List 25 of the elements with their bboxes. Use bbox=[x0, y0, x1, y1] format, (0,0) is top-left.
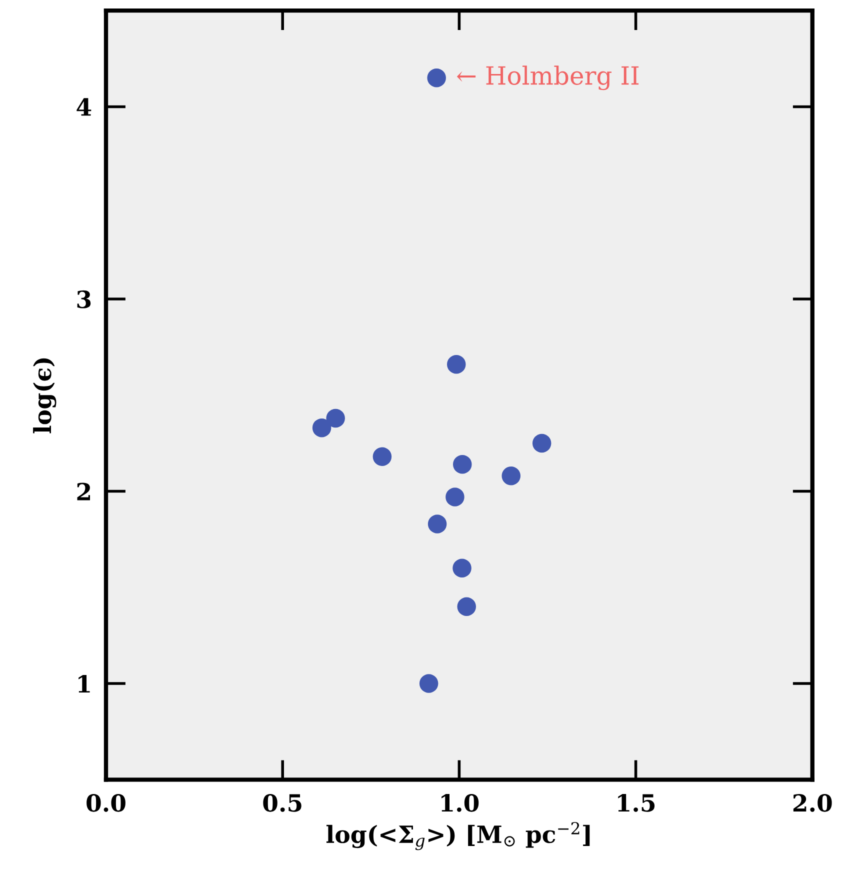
point bbox=[312, 418, 332, 438]
point bbox=[428, 514, 447, 534]
x-tick-label: 1.0 bbox=[442, 794, 479, 812]
annotation: ← Holmberg II bbox=[456, 66, 639, 90]
y-tick-label: 2 bbox=[77, 482, 90, 500]
point bbox=[502, 466, 520, 486]
point bbox=[326, 408, 345, 428]
x-tick-label: 1.5 bbox=[618, 794, 655, 812]
x-tick-label: 0.0 bbox=[86, 794, 126, 812]
x-axis-title: log(<Σ$_{g}$>) [M$_{⊙}$ pc$^{−2}$] bbox=[326, 822, 590, 850]
y-tick-label: 4 bbox=[76, 98, 92, 116]
point bbox=[457, 597, 476, 616]
point bbox=[419, 674, 438, 693]
point bbox=[427, 68, 446, 88]
point bbox=[532, 434, 552, 453]
x-tick-label: 0.5 bbox=[263, 794, 302, 812]
y-tick-label: 3 bbox=[77, 290, 91, 308]
point bbox=[452, 454, 472, 474]
point bbox=[446, 354, 466, 374]
point bbox=[372, 447, 392, 466]
x-tick-label: 2.0 bbox=[793, 794, 832, 812]
point bbox=[452, 558, 472, 578]
point bbox=[446, 488, 464, 506]
y-axis-title: log(ϵ) bbox=[33, 358, 56, 434]
y-tick-label: 1 bbox=[78, 674, 90, 693]
